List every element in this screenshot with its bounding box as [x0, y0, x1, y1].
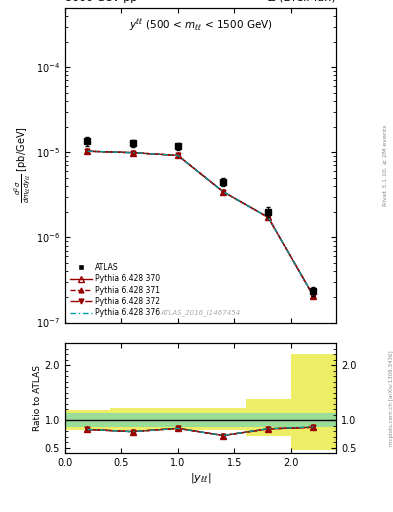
Text: ATLAS_2016_I1467454: ATLAS_2016_I1467454: [160, 310, 241, 316]
Y-axis label: Ratio to ATLAS: Ratio to ATLAS: [33, 365, 42, 431]
Text: Rivet 3.1.10, ≥ 2M events: Rivet 3.1.10, ≥ 2M events: [383, 124, 387, 206]
Text: $y^{\ell\ell}$ (500 < $m_{\ell\ell}$ < 1500 GeV): $y^{\ell\ell}$ (500 < $m_{\ell\ell}$ < 1…: [129, 17, 272, 33]
X-axis label: $|y_{\ell\ell}|$: $|y_{\ell\ell}|$: [190, 471, 211, 485]
Y-axis label: $\frac{d^2\sigma}{dm_{\ell\ell}dy_{\ell\ell}}$ [pb/GeV]: $\frac{d^2\sigma}{dm_{\ell\ell}dy_{\ell\…: [12, 127, 33, 203]
Text: 8000 GeV pp: 8000 GeV pp: [65, 0, 137, 3]
Text: Z (Drell-Yan): Z (Drell-Yan): [268, 0, 336, 3]
Legend: ATLAS, Pythia 6.428 370, Pythia 6.428 371, Pythia 6.428 372, Pythia 6.428 376: ATLAS, Pythia 6.428 370, Pythia 6.428 37…: [69, 262, 162, 319]
Text: mcplots.cern.ch [arXiv:1306.3436]: mcplots.cern.ch [arXiv:1306.3436]: [389, 350, 393, 446]
